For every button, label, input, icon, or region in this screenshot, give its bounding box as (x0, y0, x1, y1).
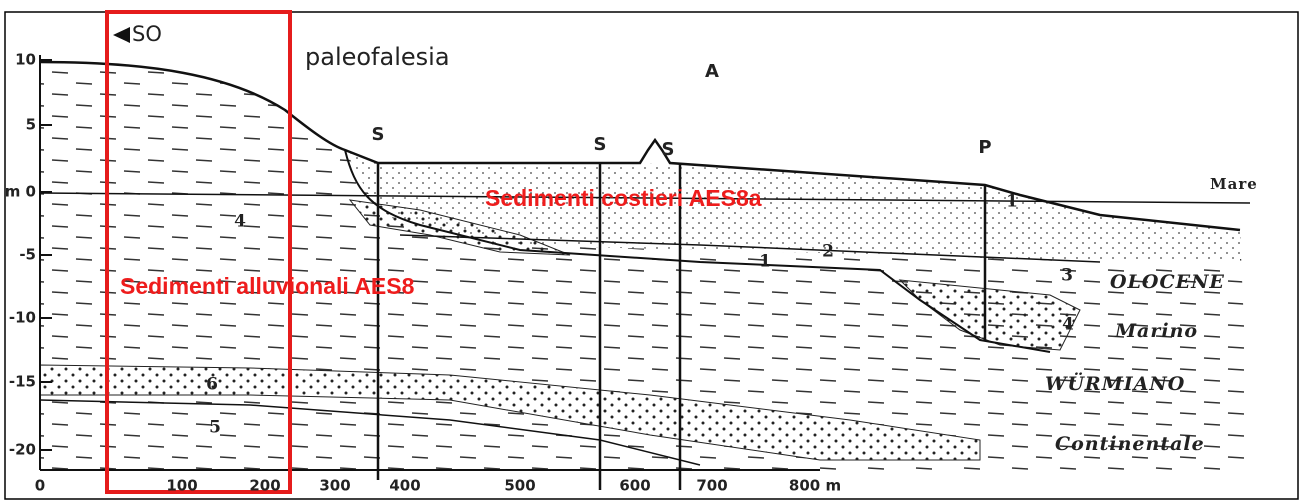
layer-number: 4 (1062, 315, 1074, 335)
layer-number: 5 (209, 418, 221, 438)
layer-number: 1 (1006, 192, 1018, 212)
y-tick-label: -5 (19, 246, 36, 264)
arrow-label: SO (132, 22, 162, 46)
layer-number: 6 (206, 375, 218, 395)
x-tick-label: 200 (249, 477, 280, 495)
x-tick-label: 300 (319, 477, 350, 495)
x-tick-label: 500 (504, 477, 535, 495)
x-tick-label: 800 m (789, 477, 841, 495)
x-tick-label: 100 (166, 477, 197, 495)
unit-label: Sedimenti costieri AES8a (485, 185, 762, 211)
y-tick-label: -15 (9, 373, 36, 391)
well-label: P (978, 137, 991, 158)
y-tick-label: m 0 (5, 183, 36, 201)
x-tick-label: 700 (696, 477, 727, 495)
layer-number: 3 (1061, 266, 1073, 286)
side-label: Mare (1210, 175, 1258, 193)
cross-section: SO paleofalesia 10 5 m 0 -5 -10 -15 -20 0 100 200… (0, 0, 1306, 504)
side-label: OLOCENE (1110, 271, 1225, 293)
well-label: S (372, 124, 385, 145)
well-label: A (705, 61, 719, 82)
layer-number: 1 (759, 252, 771, 272)
y-tick-label: 5 (26, 116, 36, 134)
x-tick-label: 400 (389, 477, 420, 495)
layer-number: 4 (234, 212, 246, 232)
well-label: S (662, 139, 675, 160)
side-label: Continentale (1055, 433, 1205, 455)
y-tick-label: -10 (9, 309, 36, 327)
layer-number: 2 (822, 242, 834, 262)
y-tick-label: -20 (9, 441, 36, 459)
y-tick-label: 10 (15, 51, 36, 69)
annotation: paleofalesia (305, 43, 450, 71)
x-tick-label: 600 (619, 477, 650, 495)
well-label: S (594, 134, 607, 155)
x-tick-label: 0 (35, 477, 45, 495)
unit-label: Sedimenti alluvionali AES8 (120, 273, 415, 299)
side-label: WÜRMIANO (1045, 372, 1185, 395)
side-label: Marino (1114, 320, 1198, 342)
